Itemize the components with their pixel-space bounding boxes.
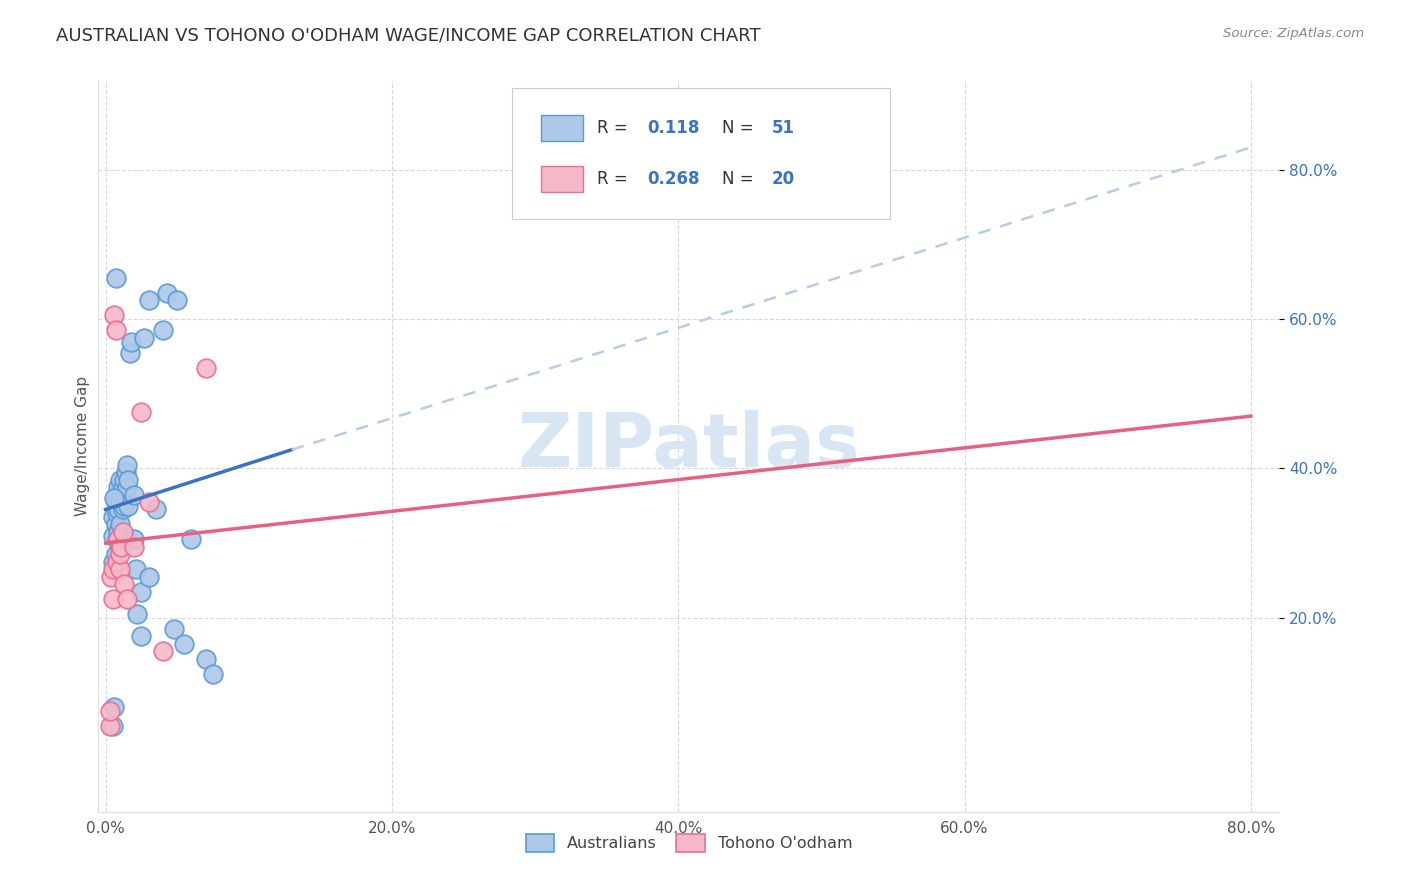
Point xyxy=(201,666,224,681)
FancyBboxPatch shape xyxy=(541,115,582,141)
Text: 0.268: 0.268 xyxy=(648,170,700,188)
Point xyxy=(107,480,129,494)
Point xyxy=(101,528,124,542)
Point xyxy=(134,331,156,345)
Point xyxy=(101,592,124,607)
Point xyxy=(180,533,202,547)
Point xyxy=(105,506,128,520)
Point xyxy=(101,555,124,569)
Point xyxy=(125,607,148,621)
Point xyxy=(108,473,131,487)
Point xyxy=(104,495,127,509)
Point xyxy=(107,533,129,547)
Point xyxy=(131,584,153,599)
Point xyxy=(110,487,132,501)
Point xyxy=(152,323,174,337)
Text: Source: ZipAtlas.com: Source: ZipAtlas.com xyxy=(1223,27,1364,40)
Point xyxy=(152,644,174,658)
Point xyxy=(118,345,141,359)
Text: AUSTRALIAN VS TOHONO O'ODHAM WAGE/INCOME GAP CORRELATION CHART: AUSTRALIAN VS TOHONO O'ODHAM WAGE/INCOME… xyxy=(56,27,761,45)
Text: N =: N = xyxy=(723,170,759,188)
FancyBboxPatch shape xyxy=(541,166,582,192)
Point xyxy=(114,465,136,479)
Point xyxy=(114,487,136,501)
Point xyxy=(111,480,134,494)
Text: N =: N = xyxy=(723,119,759,136)
Point xyxy=(166,293,188,308)
Point xyxy=(117,473,139,487)
Point xyxy=(101,562,124,576)
Point xyxy=(108,547,131,561)
Point xyxy=(112,473,135,487)
Point xyxy=(194,360,217,375)
Point xyxy=(100,569,122,583)
Point xyxy=(145,502,167,516)
Text: 51: 51 xyxy=(772,119,794,136)
Point xyxy=(108,517,131,532)
Y-axis label: Wage/Income Gap: Wage/Income Gap xyxy=(75,376,90,516)
Point xyxy=(163,622,186,636)
Point xyxy=(117,499,139,513)
Text: 0.118: 0.118 xyxy=(648,119,700,136)
Point xyxy=(122,540,145,554)
Text: R =: R = xyxy=(596,170,633,188)
Point xyxy=(105,487,128,501)
Point xyxy=(115,480,138,494)
Point xyxy=(110,540,132,554)
Point xyxy=(108,540,131,554)
Point xyxy=(138,293,160,308)
Point xyxy=(138,569,160,583)
Point xyxy=(156,285,179,300)
Point xyxy=(173,637,195,651)
Point xyxy=(112,577,135,591)
Point xyxy=(101,719,124,733)
Point xyxy=(115,592,138,607)
Point xyxy=(101,509,124,524)
Point xyxy=(104,517,127,532)
Point xyxy=(122,533,145,547)
Point xyxy=(107,524,129,539)
Point xyxy=(104,323,127,337)
Point xyxy=(107,502,129,516)
Legend: Australians, Tohono O'odham: Australians, Tohono O'odham xyxy=(519,828,859,859)
Point xyxy=(103,700,125,714)
Point xyxy=(124,562,146,576)
Text: 20: 20 xyxy=(772,170,794,188)
Point xyxy=(105,533,128,547)
Point xyxy=(111,502,134,516)
Point xyxy=(115,458,138,472)
Point xyxy=(103,491,125,506)
Text: ZIPatlas: ZIPatlas xyxy=(517,409,860,483)
Point xyxy=(104,547,127,561)
Point xyxy=(120,334,142,349)
Point xyxy=(98,704,121,718)
Point xyxy=(112,499,135,513)
Point xyxy=(122,487,145,501)
Point xyxy=(131,405,153,419)
Point xyxy=(104,271,127,285)
Point xyxy=(194,651,217,665)
FancyBboxPatch shape xyxy=(512,87,890,219)
Point xyxy=(108,562,131,576)
Point xyxy=(131,629,153,643)
Point xyxy=(103,309,125,323)
Text: R =: R = xyxy=(596,119,633,136)
Point xyxy=(108,495,131,509)
Point xyxy=(98,719,121,733)
Point xyxy=(111,524,134,539)
Point xyxy=(105,555,128,569)
Point xyxy=(138,495,160,509)
